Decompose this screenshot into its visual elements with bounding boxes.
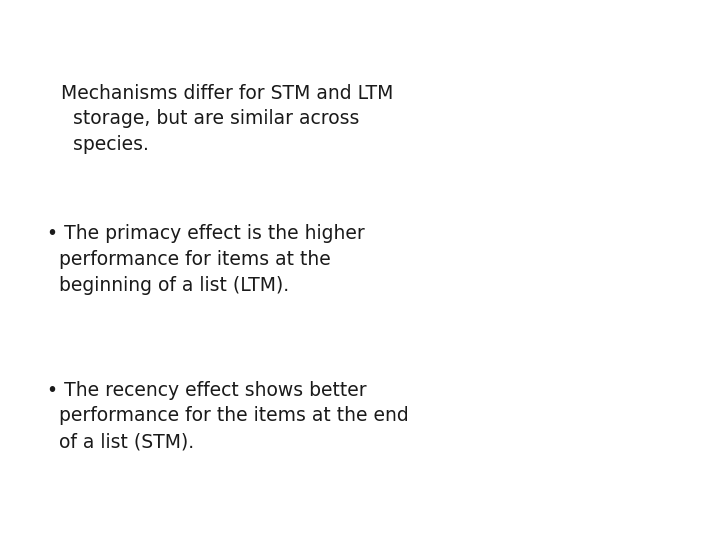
Text: Mechanisms differ for STM and LTM
  storage, but are similar across
  species.: Mechanisms differ for STM and LTM storag… (61, 84, 394, 154)
Text: • The primacy effect is the higher
  performance for items at the
  beginning of: • The primacy effect is the higher perfo… (47, 224, 364, 295)
Text: • The recency effect shows better
  performance for the items at the end
  of a : • The recency effect shows better perfor… (47, 381, 408, 451)
Text: 17  Memory Has Temporal Stages: Short, Intermediate, and Long: 17 Memory Has Temporal Stages: Short, In… (9, 12, 531, 27)
